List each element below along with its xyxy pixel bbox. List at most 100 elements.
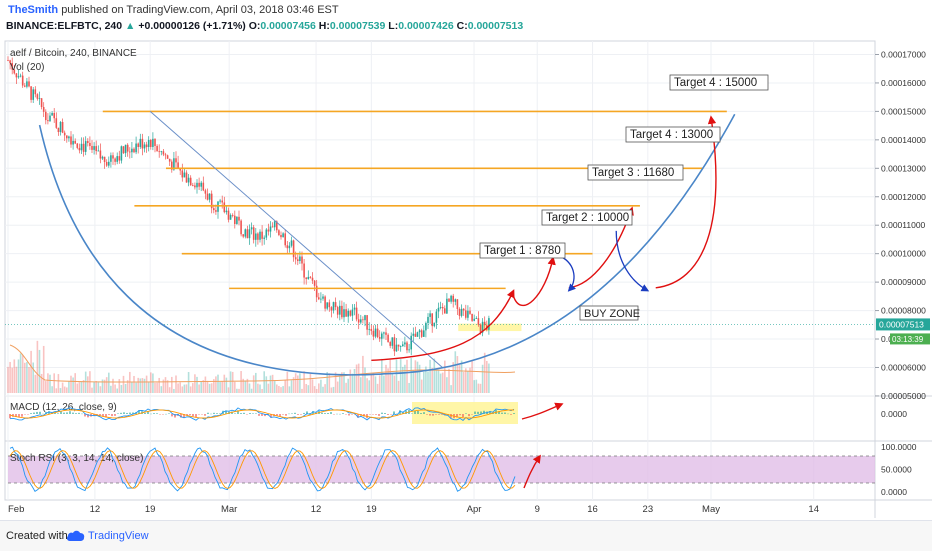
- macd-histogram-bar: [195, 414, 197, 418]
- macd-histogram-bar: [210, 413, 212, 415]
- macd-histogram-bar: [21, 414, 23, 417]
- candle-body: [223, 202, 226, 213]
- candle-body: [431, 313, 433, 327]
- volume-bar: [36, 340, 39, 393]
- candle-body: [141, 138, 144, 149]
- candle-body: [66, 135, 68, 139]
- volume-bar: [59, 388, 62, 393]
- candle-body: [238, 216, 240, 221]
- volume-bar: [236, 388, 238, 393]
- volume-bar: [97, 382, 100, 393]
- candle-body: [93, 146, 95, 150]
- volume-bar: [250, 388, 253, 393]
- candle-body: [469, 310, 471, 314]
- volume-bar: [42, 345, 45, 393]
- volume-bar: [364, 367, 366, 393]
- volume-bar: [383, 375, 385, 393]
- y-tick-label: 0.00015000: [881, 106, 926, 116]
- x-tick-label: Mar: [221, 504, 237, 515]
- target-label: Target 4 : 13000: [630, 129, 713, 141]
- candle-body: [101, 156, 104, 159]
- macd-histogram-bar: [396, 413, 398, 415]
- volume-bar: [360, 377, 362, 393]
- candle-body: [280, 235, 282, 238]
- red-arrow-2: [512, 256, 556, 307]
- candle-body: [240, 220, 242, 235]
- candle-body: [341, 305, 343, 318]
- macd-histogram-bar: [348, 414, 350, 416]
- volume-bar: [63, 386, 66, 393]
- candle-body: [244, 229, 247, 237]
- candle-body: [292, 240, 295, 258]
- candle-body: [343, 309, 345, 318]
- candle-body: [395, 344, 398, 352]
- plot-frame: [4, 40, 876, 501]
- macd-histogram-bar: [456, 414, 458, 418]
- volume-bar: [303, 371, 305, 393]
- volume-bar: [431, 367, 433, 393]
- candle-body: [120, 146, 123, 161]
- volume-bar: [45, 381, 47, 393]
- macd-histogram-bar: [108, 414, 110, 415]
- volume-bar: [28, 366, 30, 393]
- candle-body: [473, 318, 475, 321]
- tradingview-brand[interactable]: TradingView: [88, 530, 149, 542]
- macd-histogram-bar: [120, 412, 122, 414]
- volume-bar: [339, 376, 341, 393]
- volume-bar: [446, 377, 448, 393]
- candle-body: [446, 298, 448, 314]
- volume-bar: [252, 375, 255, 393]
- macd-histogram-bar: [18, 414, 20, 418]
- candle-body: [330, 307, 333, 311]
- candle-body: [362, 319, 364, 321]
- macd-histogram-bar: [351, 414, 353, 415]
- macd-histogram-bar: [15, 414, 17, 417]
- candle-body: [381, 333, 383, 339]
- volume-bar: [334, 372, 337, 393]
- volume-bar: [273, 381, 276, 393]
- candle-body: [414, 333, 417, 337]
- volume-bar: [57, 374, 60, 393]
- volume-bar: [343, 372, 345, 393]
- candle-body: [269, 226, 272, 232]
- macd-histogram-bar: [30, 413, 32, 414]
- volume-bar: [284, 379, 286, 393]
- volume-bar: [55, 388, 58, 393]
- candle-body: [124, 144, 127, 154]
- candle-body: [282, 233, 284, 238]
- macd-histogram-bar: [483, 410, 485, 414]
- volume-bar: [227, 387, 230, 393]
- candle-body: [122, 146, 125, 154]
- macd-histogram-bar: [240, 413, 242, 414]
- candle-body: [89, 142, 91, 146]
- x-tick-label: 16: [587, 504, 598, 515]
- candle-body: [435, 311, 438, 323]
- volume-bar: [196, 376, 198, 393]
- macd-histogram-bar: [48, 411, 50, 414]
- publish-line: TheSmith published on TradingView.com, A…: [8, 4, 339, 16]
- candle-body: [13, 69, 16, 74]
- volume-bar: [347, 378, 349, 393]
- candle-body: [21, 75, 24, 86]
- candle-body: [236, 216, 238, 224]
- candle-body: [351, 309, 354, 316]
- candle-body: [307, 276, 310, 280]
- candle-body: [412, 333, 415, 336]
- macd-histogram-bar: [66, 412, 68, 414]
- candle-body: [376, 328, 379, 338]
- volume-bar: [427, 371, 429, 393]
- volume-bar: [366, 378, 368, 393]
- candle-body: [47, 120, 49, 122]
- volume-bar: [137, 377, 139, 393]
- volume-bar: [269, 375, 272, 393]
- buy-zone-box: [458, 323, 522, 332]
- macd-histogram-bar: [285, 414, 287, 416]
- candle-body: [427, 316, 429, 323]
- axes: Feb 12 19 Mar 12 19 Apr 9 16 23 May 14 0.00017000 0.0…: [8, 49, 926, 515]
- macd-histogram-bar: [168, 413, 170, 414]
- candle-body: [276, 221, 278, 231]
- author-name[interactable]: TheSmith: [8, 4, 59, 16]
- volume-bar: [181, 386, 184, 393]
- chart-canvas[interactable]: MACD (12, 26, close, 9) 0.0000 Stoch RSI …: [0, 36, 932, 520]
- candle-body: [72, 140, 74, 145]
